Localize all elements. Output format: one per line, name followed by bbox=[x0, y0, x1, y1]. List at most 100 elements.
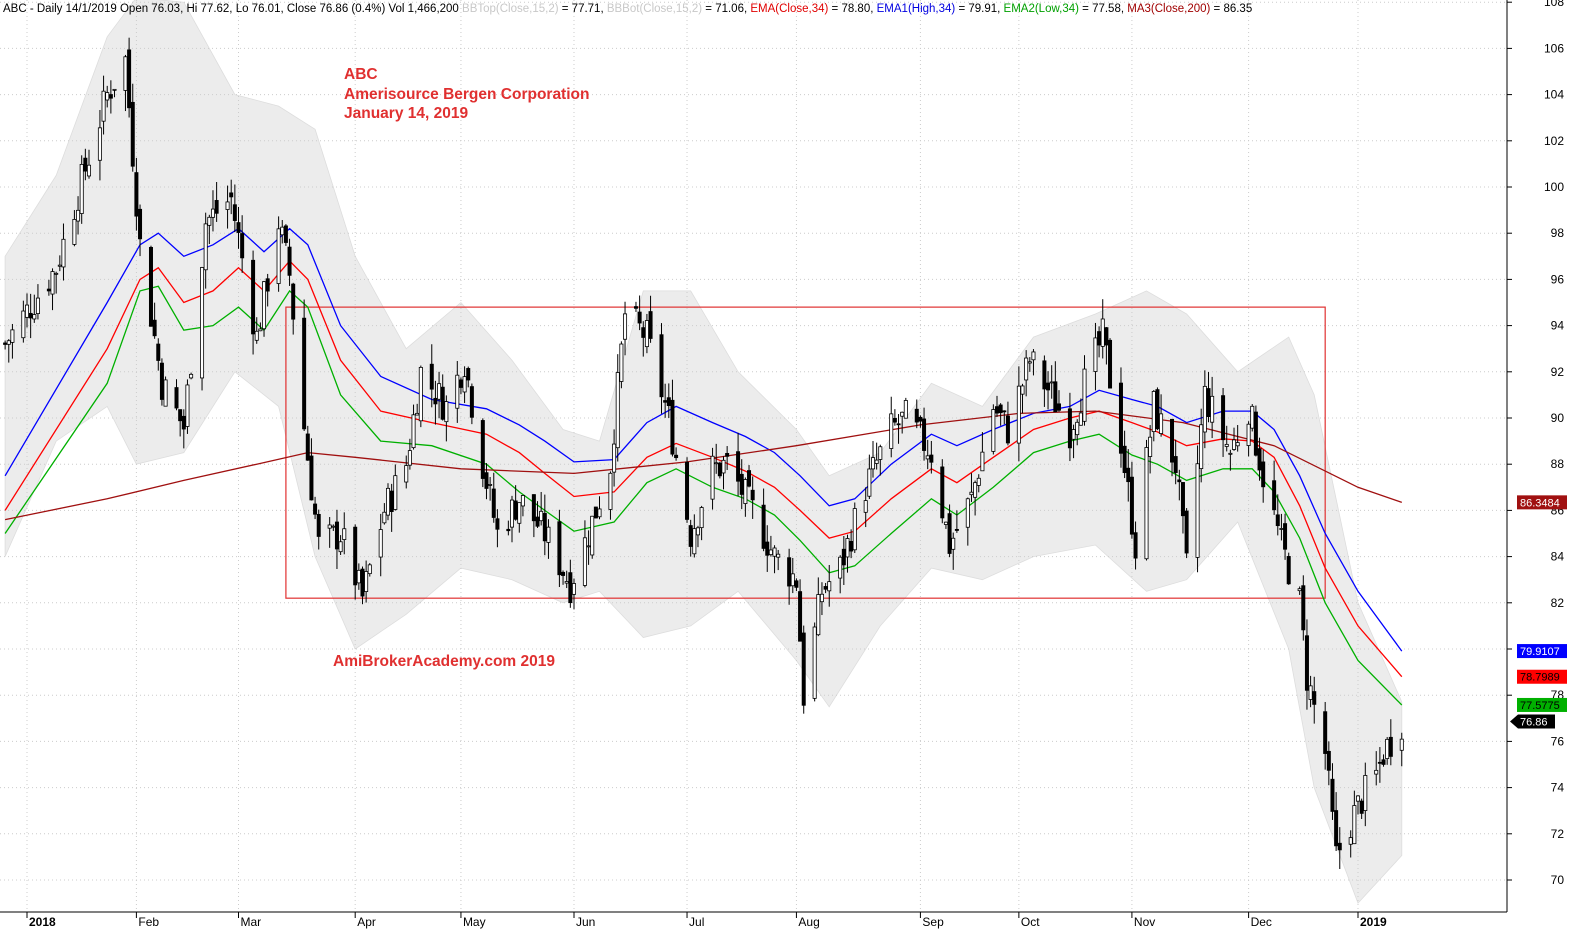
candle bbox=[101, 75, 106, 135]
candle-body bbox=[156, 343, 161, 361]
candle-body bbox=[1046, 382, 1051, 391]
candle bbox=[787, 548, 792, 605]
candle-body bbox=[761, 504, 766, 549]
candle bbox=[386, 483, 391, 521]
candle-body bbox=[46, 288, 51, 292]
candle bbox=[1399, 732, 1404, 767]
candle-body bbox=[469, 386, 474, 418]
candle-body bbox=[1232, 439, 1237, 450]
candle-body bbox=[1330, 778, 1335, 812]
candle-body bbox=[608, 472, 613, 510]
header-segment: = 77.71, bbox=[559, 3, 607, 15]
candle-body bbox=[1075, 421, 1080, 436]
candle bbox=[1246, 421, 1251, 457]
candle-body bbox=[623, 313, 628, 340]
candle bbox=[262, 280, 267, 337]
candle-body bbox=[644, 320, 649, 348]
candle bbox=[258, 322, 263, 332]
candle-body bbox=[1297, 588, 1302, 592]
price-tag-text: 76.86 bbox=[1520, 717, 1548, 729]
candle-body bbox=[1078, 412, 1083, 426]
candle bbox=[127, 37, 132, 118]
x-tick-label: Jun bbox=[576, 915, 595, 929]
candle bbox=[251, 250, 256, 355]
candle-body bbox=[1308, 685, 1313, 700]
candle-body bbox=[812, 626, 817, 699]
candle-body bbox=[240, 233, 245, 259]
candle-body bbox=[203, 223, 208, 271]
candle bbox=[367, 563, 372, 577]
candle-body bbox=[356, 569, 361, 584]
candle bbox=[1250, 404, 1255, 432]
candle bbox=[1016, 366, 1021, 462]
candle-body bbox=[1279, 528, 1284, 530]
candle bbox=[1155, 387, 1160, 431]
candle bbox=[415, 403, 420, 416]
candle bbox=[699, 505, 704, 541]
candle bbox=[148, 245, 153, 327]
x-tick-label: Feb bbox=[138, 915, 159, 929]
candle bbox=[1312, 676, 1317, 724]
y-tick-label: 88 bbox=[1551, 457, 1565, 471]
candle-body bbox=[484, 472, 489, 489]
candle-body bbox=[1184, 510, 1189, 554]
candle-body bbox=[1056, 403, 1061, 411]
candle bbox=[871, 441, 876, 478]
candle-body bbox=[1133, 532, 1138, 559]
candle bbox=[1326, 741, 1331, 786]
candle-body bbox=[389, 490, 394, 512]
candle-body bbox=[823, 586, 828, 590]
candle bbox=[1381, 754, 1386, 767]
watermark-text: AmiBrokerAcademy.com 2019 bbox=[333, 653, 555, 670]
candle bbox=[747, 465, 752, 488]
header-segment: EMA(Close,34) bbox=[750, 3, 828, 15]
candle bbox=[10, 323, 15, 359]
candle-body bbox=[367, 564, 372, 575]
candle-body bbox=[174, 387, 179, 409]
candle bbox=[914, 399, 919, 429]
candle bbox=[1170, 418, 1175, 477]
candle-body bbox=[1286, 556, 1291, 585]
candle bbox=[1104, 327, 1109, 365]
price-tag-text: 86.3484 bbox=[1520, 497, 1560, 509]
candle bbox=[1195, 445, 1200, 573]
candle bbox=[867, 454, 872, 500]
candle bbox=[863, 487, 868, 528]
candle bbox=[998, 403, 1003, 426]
candle-body bbox=[692, 528, 697, 555]
candle bbox=[750, 476, 755, 519]
candle bbox=[178, 409, 183, 437]
candle-body bbox=[229, 192, 234, 198]
candle bbox=[57, 255, 62, 272]
candle bbox=[83, 148, 88, 181]
candle-body bbox=[386, 487, 391, 516]
candle bbox=[174, 379, 179, 411]
candle-body bbox=[951, 537, 956, 550]
candle-body bbox=[276, 228, 281, 284]
price-tag-shape bbox=[1517, 697, 1567, 712]
candle bbox=[546, 519, 551, 559]
candle bbox=[648, 295, 653, 343]
candle-body bbox=[1177, 479, 1182, 483]
candle-body bbox=[838, 556, 843, 579]
candle-body bbox=[619, 343, 624, 382]
candle-body bbox=[440, 386, 445, 420]
candle-body bbox=[747, 470, 752, 487]
candle bbox=[236, 206, 241, 249]
candle bbox=[389, 483, 394, 532]
candle-body bbox=[801, 632, 806, 706]
candle-body bbox=[3, 342, 8, 345]
candle bbox=[97, 109, 102, 181]
candle bbox=[798, 579, 803, 642]
chart-header: ABC - Daily 14/1/2019 Open 76.03, Hi 77.… bbox=[3, 3, 1252, 15]
candle bbox=[24, 293, 29, 328]
candle bbox=[130, 83, 135, 172]
candle-body bbox=[1334, 810, 1339, 847]
candle bbox=[207, 214, 212, 245]
candle-body bbox=[918, 416, 923, 422]
candle-body bbox=[1100, 318, 1105, 347]
y-tick-label: 108 bbox=[1544, 0, 1564, 9]
candle-body bbox=[1173, 456, 1178, 473]
